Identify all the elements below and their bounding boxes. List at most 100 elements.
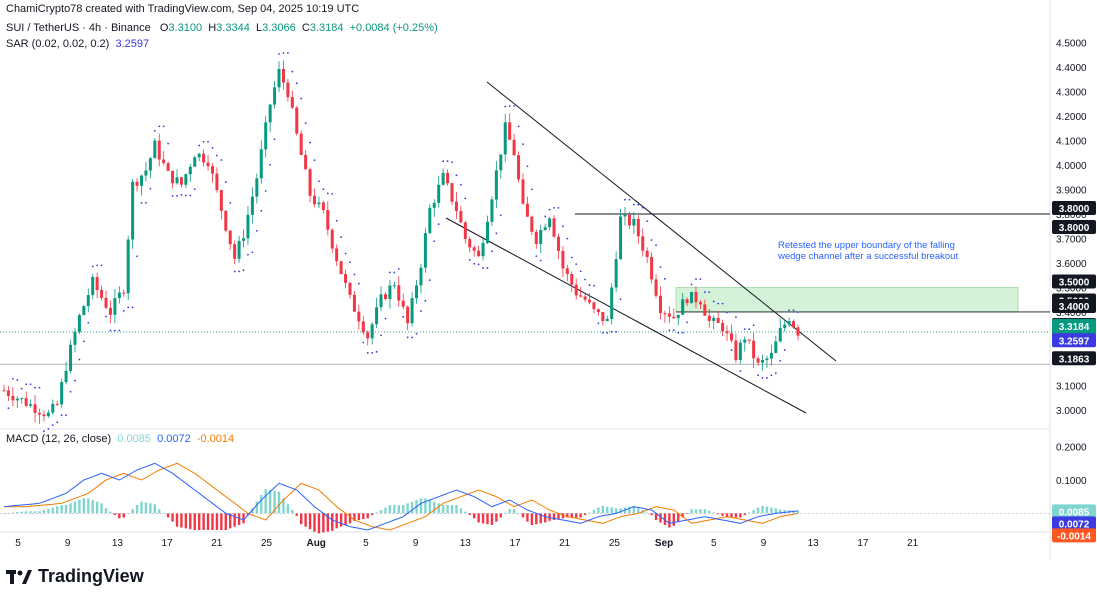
- macd-histogram-bar: [153, 504, 157, 514]
- macd-histogram-bar: [606, 506, 609, 514]
- candle: [166, 163, 170, 171]
- sar-dot: [366, 351, 369, 354]
- candle: [765, 358, 769, 361]
- sar-dot: [664, 277, 666, 280]
- sar-dot: [145, 201, 147, 204]
- candle: [184, 174, 188, 185]
- candle: [6, 390, 10, 396]
- sar-dot: [482, 267, 484, 269]
- sar-dot: [677, 331, 680, 334]
- macd-tick-label: 0.2000: [1056, 443, 1087, 454]
- sar-value: 3.2597: [115, 38, 150, 50]
- macd-legend[interactable]: MACD (12, 26, close) 0.0085 0.0072 -0.00…: [6, 433, 234, 445]
- candle: [330, 229, 334, 249]
- macd-histogram-bar: [783, 509, 786, 514]
- candle: [348, 282, 352, 295]
- sar-dot: [69, 390, 72, 393]
- candle: [654, 279, 658, 296]
- sar-dot: [535, 255, 538, 258]
- macd-histogram-bar: [87, 498, 90, 514]
- candle: [246, 214, 250, 239]
- candle: [565, 268, 569, 274]
- candle: [596, 309, 600, 313]
- macd-histogram-bar: [246, 513, 250, 515]
- time-tick-label: 25: [609, 538, 621, 549]
- candle: [295, 107, 299, 134]
- candle: [508, 122, 512, 140]
- sar-dot: [56, 421, 59, 424]
- macd-histogram-bar: [73, 501, 77, 514]
- candle: [610, 287, 614, 319]
- sar-dot: [158, 125, 161, 128]
- macd-histogram-bar: [614, 508, 618, 514]
- tradingview-logo[interactable]: TradingView: [6, 566, 144, 587]
- macd-histogram-bar: [251, 508, 254, 514]
- candle: [286, 82, 290, 98]
- chart-annotation[interactable]: Retested the upper boundary of the falli…: [778, 240, 958, 262]
- macd-label: MACD (12, 26, close): [6, 433, 112, 445]
- sar-dot: [362, 341, 365, 344]
- macd-histogram-bar: [33, 511, 37, 514]
- candle: [477, 250, 481, 257]
- sar-dot: [703, 291, 706, 294]
- sar-dot: [455, 174, 458, 177]
- candle: [11, 395, 15, 401]
- candle: [224, 210, 228, 231]
- sar-dot: [247, 253, 249, 256]
- macd-histogram-bar: [446, 505, 449, 514]
- candle: [574, 284, 578, 296]
- macd-histogram-bar: [699, 509, 702, 514]
- candle: [441, 172, 445, 185]
- macd-histogram-bar: [375, 512, 378, 514]
- sar-legend[interactable]: SAR (0.02, 0.02, 0.2) 3.2597: [6, 38, 149, 50]
- sar-dot: [38, 386, 41, 389]
- low-value: 3.3066: [262, 22, 296, 34]
- sar-dot: [797, 311, 799, 314]
- candle: [605, 318, 609, 322]
- macd-histogram-bar: [140, 501, 143, 514]
- sar-dot: [575, 263, 578, 266]
- sar-dot: [184, 194, 187, 197]
- macd-histogram-bar: [601, 505, 605, 514]
- candle: [304, 154, 308, 170]
- sar-dot: [397, 268, 400, 270]
- macd-histogram-bar: [104, 508, 108, 514]
- macd-axis-label-bg: [1052, 516, 1096, 531]
- candle: [787, 321, 791, 325]
- sar-dot: [464, 197, 467, 200]
- macd-hist-value: 0.0085: [117, 433, 151, 445]
- symbol-label[interactable]: SUI / TetherUS · 4h · Binance: [6, 22, 151, 34]
- price-axis-label: 3.2597: [1059, 336, 1090, 347]
- sar-dot: [140, 201, 143, 204]
- candle: [392, 285, 396, 287]
- macd-histogram-bar: [282, 498, 285, 514]
- time-tick-label: 21: [211, 538, 223, 549]
- candle: [379, 294, 383, 308]
- price-tick-label: 3.5000: [1056, 283, 1087, 294]
- sar-dot: [726, 311, 728, 314]
- candle: [290, 97, 294, 108]
- sar-dot: [570, 256, 573, 259]
- sar-dot: [149, 187, 152, 190]
- price-axis-label-bg: [1052, 333, 1096, 348]
- sar-dot: [278, 53, 280, 55]
- macd-histogram-bar: [197, 513, 201, 530]
- time-tick-label: Aug: [306, 538, 325, 549]
- sar-dot: [522, 143, 524, 146]
- macd-histogram-bar: [42, 510, 46, 514]
- macd-axis-label-bg: [1052, 528, 1096, 543]
- macd-histogram-bar: [229, 513, 232, 529]
- sar-dot: [459, 183, 462, 186]
- sar-dot: [646, 220, 649, 223]
- candle: [326, 209, 330, 230]
- sar-dot: [326, 192, 329, 195]
- candle: [2, 390, 6, 392]
- price-tick-label: 3.4000: [1056, 308, 1087, 319]
- candle: [743, 339, 747, 343]
- macd-histogram-bar: [796, 510, 800, 514]
- macd-histogram-bar: [499, 513, 503, 518]
- macd-histogram-bar: [597, 507, 600, 514]
- sar-dot: [87, 321, 90, 324]
- candle: [20, 398, 24, 400]
